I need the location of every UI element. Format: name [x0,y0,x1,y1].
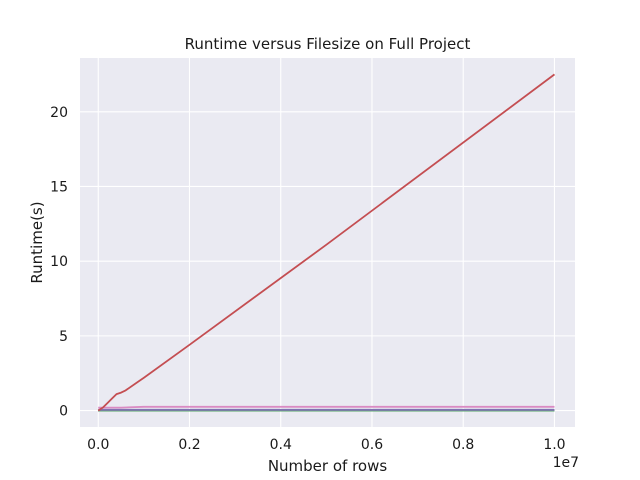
x-tick-label: 0.2 [178,437,200,453]
chart-title: Runtime versus Filesize on Full Project [185,35,471,53]
x-axis-label: Number of rows [268,457,388,475]
series-line [98,405,555,409]
y-tick-label: 0 [59,404,68,420]
y-axis-label: Runtime(s) [28,201,46,283]
y-tick-label: 5 [59,329,68,345]
series-line [97,73,556,412]
x-tick-label: 0.6 [361,437,383,453]
y-tick-label: 10 [50,254,68,270]
y-tick-label: 20 [50,105,68,121]
x-tick-label: 0.0 [87,437,109,453]
x-tick-label: 1.0 [543,437,565,453]
x-tick-label: 0.8 [452,437,474,453]
x-tick-label: 0.4 [270,437,292,453]
x-axis-offset-label: 1e7 [553,455,579,471]
plot-area [80,58,575,427]
y-tick-label: 15 [50,179,68,195]
x-tick-labels: 0.0 0.2 0.4 0.6 0.8 1.0 [87,437,565,453]
y-tick-labels: 0 5 10 15 20 [50,105,68,420]
series-lines [97,73,556,412]
